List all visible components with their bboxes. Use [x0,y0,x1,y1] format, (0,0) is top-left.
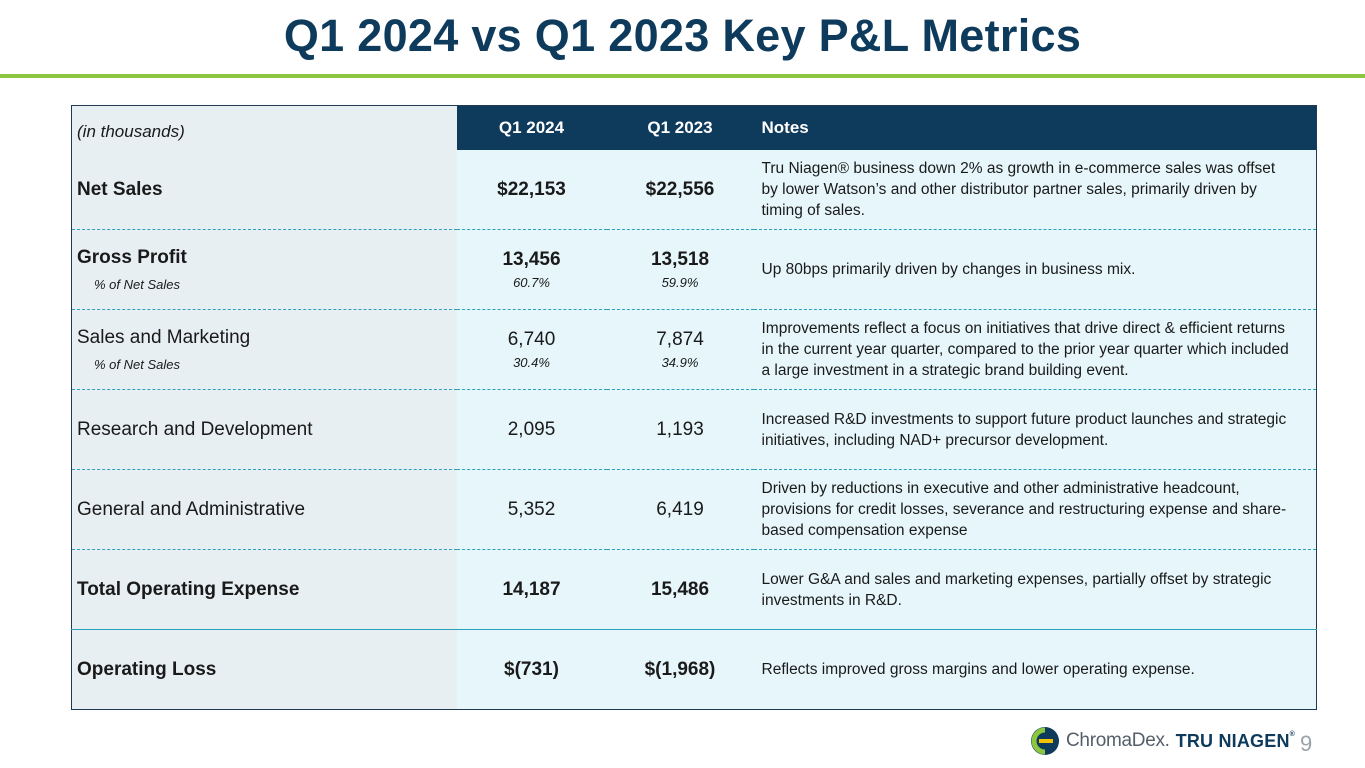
row-sub-label: % of Net Sales [94,277,180,292]
table-row: Gross Profit % of Net Sales 13,456 60.7%… [71,229,1317,310]
q1-2024-pct: 30.4% [513,355,550,370]
header-notes: Notes [753,105,1317,150]
q1-2023-cell: 13,518 59.9% [606,229,754,310]
slide-title: Q1 2024 vs Q1 2023 Key P&L Metrics [283,10,1082,61]
q1-2024-value: 2,095 [456,389,607,470]
row-label-cell: Sales and Marketing % of Net Sales [71,309,457,390]
q1-2023-value: $(1,968) [606,629,754,710]
row-notes: Improvements reflect a focus on initiati… [753,309,1317,390]
row-label: Gross Profit [77,247,187,268]
chromadex-wordmark: ChromaDex. [1066,730,1170,751]
q1-2023-value: 15,486 [606,549,754,630]
q1-2024-value: 13,456 [502,249,561,270]
q1-2024-value: $22,153 [456,150,607,230]
row-label: Total Operating Expense [77,578,300,600]
page-number: 9 [1300,731,1313,756]
row-label: Operating Loss [77,658,217,680]
row-label: General and Administrative [77,498,306,520]
row-label: Net Sales [77,178,163,200]
row-notes: Reflects improved gross margins and lowe… [753,629,1317,710]
q1-2024-cell: 13,456 60.7% [456,229,607,310]
q1-2023-value: 13,518 [650,249,710,270]
trademark-symbol: ® [1289,730,1296,738]
row-notes: Increased R&D investments to support fut… [753,389,1317,470]
q1-2024-value: $(731) [456,629,607,710]
q1-2023-cell: 7,874 34.9% [606,309,754,390]
row-notes: Up 80bps primarily driven by changes in … [753,229,1317,310]
row-notes: Tru Niagen® business down 2% as growth i… [753,150,1317,230]
header-units: (in thousands) [71,105,457,150]
q1-2024-value: 14,187 [456,549,607,630]
tru-niagen-text: TRU NIAGEN [1175,730,1290,751]
q1-2024-value: 5,352 [456,469,607,550]
row-sub-label: % of Net Sales [94,357,180,372]
table-header-row: (in thousands) Q1 2024 Q1 2023 Notes [71,105,1317,150]
q1-2024-pct: 60.7% [513,275,550,290]
q1-2023-value: 7,874 [656,329,704,350]
row-label-cell: Net Sales [71,150,457,230]
q1-2024-value: 6,740 [507,329,556,350]
row-label-cell: Total Operating Expense [71,549,457,630]
tru-niagen-wordmark: TRU NIAGEN® [1176,731,1295,752]
q1-2023-pct: 59.9% [661,275,699,290]
row-label-cell: Gross Profit % of Net Sales [71,229,457,310]
row-label-cell: Research and Development [71,389,457,470]
table-row: Sales and Marketing % of Net Sales 6,740… [71,309,1317,390]
row-label-cell: General and Administrative [71,469,457,550]
row-label-cell: Operating Loss [71,629,457,710]
row-label: Sales and Marketing [77,327,251,348]
q1-2024-cell: 6,740 30.4% [456,309,607,390]
header-q1-2023: Q1 2023 [606,105,754,150]
row-label: Research and Development [77,418,313,440]
table-row: Research and Development 2,095 1,193 Inc… [71,389,1317,470]
table-row: Total Operating Expense 14,187 15,486 Lo… [71,549,1317,630]
row-notes: Lower G&A and sales and marketing expens… [753,549,1317,630]
q1-2023-pct: 34.9% [661,355,699,370]
pl-metrics-table: (in thousands) Q1 2024 Q1 2023 Notes Net… [71,105,1317,710]
table-row: Operating Loss $(731) $(1,968) Reflects … [71,629,1317,710]
header-q1-2024: Q1 2024 [456,105,607,150]
q1-2023-value: $22,556 [606,150,754,230]
title-underline [0,74,1365,78]
table-row: General and Administrative 5,352 6,419 D… [71,469,1317,550]
table-row: Net Sales $22,153 $22,556 Tru Niagen® bu… [71,150,1317,230]
company-logo: ChromaDex. TRU NIAGEN® [1030,725,1295,757]
q1-2023-value: 6,419 [606,469,754,550]
chromadex-logo-icon [1031,727,1059,755]
q1-2023-value: 1,193 [606,389,754,470]
row-notes: Driven by reductions in executive and ot… [753,469,1317,550]
